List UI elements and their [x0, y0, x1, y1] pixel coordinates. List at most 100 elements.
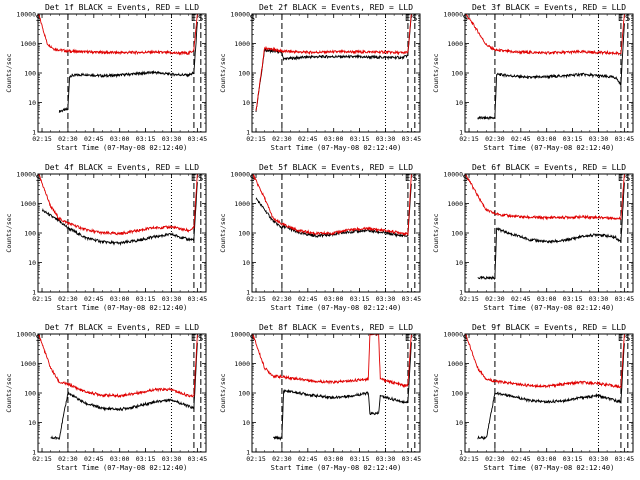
lld-series-line	[252, 174, 412, 236]
y-tick-label: 1	[459, 129, 463, 137]
x-axis-label: Start Time (07-May-08 02:12:40)	[271, 464, 402, 472]
plot-frame	[37, 173, 207, 293]
x-tick-label: 03:45	[402, 135, 422, 143]
lld-series-line	[255, 14, 412, 111]
x-tick-label: 02:15	[246, 455, 266, 463]
y-tick-label: 10	[455, 99, 463, 107]
x-tick-label: 02:45	[298, 455, 318, 463]
y-axis-label: Counts/sec	[5, 373, 13, 412]
x-tick-label: 02:15	[459, 455, 479, 463]
lld-series-line	[38, 334, 198, 399]
x-tick-label: 03:45	[615, 135, 635, 143]
y-tick-label: 1	[459, 289, 463, 297]
events-series-line	[255, 183, 412, 239]
y-tick-label: 10000	[443, 171, 463, 179]
y-tick-label: 100	[24, 230, 36, 238]
chart-title: Det 1f BLACK = Events, RED = LLD	[45, 3, 199, 12]
x-tick-label: 03:15	[350, 135, 370, 143]
x-axis-label: Start Time (07-May-08 02:12:40)	[57, 464, 188, 472]
lld-series-line	[465, 334, 625, 389]
period-marker-label: S	[412, 334, 417, 344]
x-axis-label: Start Time (07-May-08 02:12:40)	[271, 304, 402, 312]
y-axis-label: Counts/sec	[5, 213, 13, 252]
x-tick-label: 03:30	[376, 135, 396, 143]
y-tick-label: 1	[32, 289, 36, 297]
period-marker-label: S	[412, 174, 417, 184]
plot-frame	[37, 13, 207, 133]
x-tick-label: 03:45	[615, 295, 635, 303]
period-marker-label: E	[618, 14, 623, 24]
plot-frame	[251, 13, 421, 133]
chart-panel: Det 7f BLACK = Events, RED = LLD Counts/s…	[5, 323, 207, 472]
y-tick-label: 1	[246, 129, 250, 137]
x-tick-label: 03:00	[110, 135, 130, 143]
period-marker-label: S	[412, 14, 417, 24]
events-series-line	[477, 343, 625, 441]
events-series-line	[41, 182, 198, 246]
events-series-line	[477, 23, 625, 121]
y-tick-label: 100	[238, 390, 250, 398]
x-tick-label: 03:15	[350, 455, 370, 463]
x-tick-label: 03:00	[324, 135, 344, 143]
x-tick-label: 02:15	[459, 295, 479, 303]
x-tick-label: 03:45	[402, 455, 422, 463]
x-tick-label: 03:45	[402, 295, 422, 303]
y-tick-label: 10	[455, 419, 463, 427]
period-marker-label: S	[198, 174, 203, 184]
period-marker-label: E	[191, 334, 196, 344]
x-tick-label: 03:30	[589, 135, 609, 143]
x-tick-label: 03:00	[537, 135, 557, 143]
x-axis-label: Start Time (07-May-08 02:12:40)	[484, 144, 615, 152]
x-tick-label: 02:15	[32, 295, 52, 303]
y-tick-label: 1	[246, 289, 250, 297]
plot-frame	[464, 13, 634, 133]
chart-title: Det 3f BLACK = Events, RED = LLD	[472, 3, 626, 12]
period-marker-label: E	[405, 14, 410, 24]
chart-title: Det 8f BLACK = Events, RED = LLD	[259, 323, 413, 332]
x-tick-label: 02:45	[511, 455, 531, 463]
y-tick-label: 10000	[443, 11, 463, 19]
chart-panel: Det 4f BLACK = Events, RED = LLD Counts/s…	[5, 163, 207, 312]
period-marker-label: E	[191, 174, 196, 184]
x-axis-label: Start Time (07-May-08 02:12:40)	[57, 144, 188, 152]
y-tick-label: 10	[28, 99, 36, 107]
y-tick-label: 1000	[234, 200, 250, 208]
y-tick-label: 1000	[447, 200, 463, 208]
chart-title: Det 2f BLACK = Events, RED = LLD	[259, 3, 413, 12]
y-axis-label: Counts/sec	[432, 373, 440, 412]
y-tick-label: 1000	[20, 360, 36, 368]
x-tick-label: 02:45	[84, 295, 104, 303]
chart-panel: Det 2f BLACK = Events, RED = LLD Counts/s…	[219, 3, 421, 152]
events-series-line	[58, 21, 198, 113]
chart-panel: Det 1f BLACK = Events, RED = LLD Counts/s…	[5, 3, 207, 152]
chart-title: Det 6f BLACK = Events, RED = LLD	[472, 163, 626, 172]
x-tick-label: 02:15	[459, 135, 479, 143]
x-tick-label: 02:30	[485, 295, 505, 303]
x-tick-label: 02:30	[272, 135, 292, 143]
y-tick-label: 10	[455, 259, 463, 267]
x-tick-label: 02:30	[485, 135, 505, 143]
x-tick-label: 03:00	[110, 295, 130, 303]
x-tick-label: 03:15	[563, 135, 583, 143]
period-marker-label: S	[625, 334, 630, 344]
plot-frame	[464, 333, 634, 453]
y-tick-label: 10000	[443, 331, 463, 339]
y-tick-label: 100	[238, 230, 250, 238]
period-marker-label: E	[405, 174, 410, 184]
x-tick-label: 03:45	[188, 455, 208, 463]
y-axis-label: Counts/sec	[219, 373, 227, 412]
plot-frame	[464, 173, 634, 293]
chart-title: Det 7f BLACK = Events, RED = LLD	[45, 323, 199, 332]
y-tick-label: 10000	[230, 11, 250, 19]
y-tick-label: 10	[242, 419, 250, 427]
x-axis-label: Start Time (07-May-08 02:12:40)	[271, 144, 402, 152]
x-tick-label: 03:15	[563, 455, 583, 463]
events-series-line	[50, 342, 198, 441]
chart-panel: Det 3f BLACK = Events, RED = LLD Counts/s…	[432, 3, 634, 152]
period-marker-label: E	[618, 334, 623, 344]
y-tick-label: 1	[32, 449, 36, 457]
x-tick-label: 02:15	[32, 135, 52, 143]
y-tick-label: 1000	[234, 360, 250, 368]
y-axis-label: Counts/sec	[5, 53, 13, 92]
